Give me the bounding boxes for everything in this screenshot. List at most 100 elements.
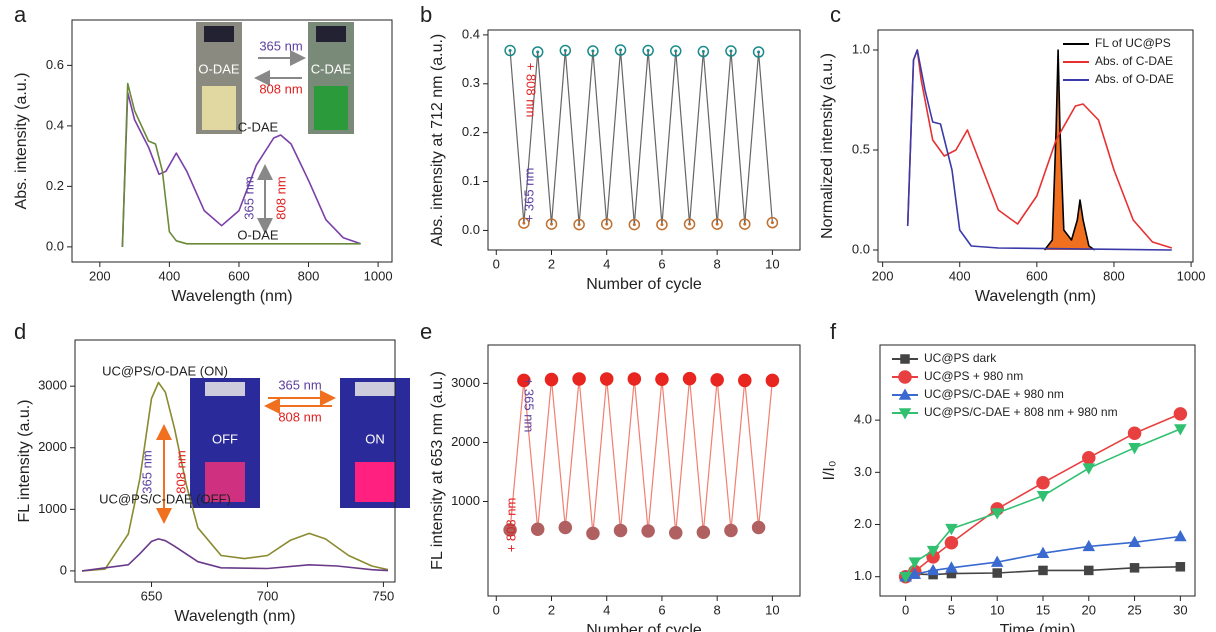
- marker: [1082, 539, 1096, 552]
- marker: [573, 218, 585, 231]
- series-line: [81, 381, 389, 572]
- panel-label: a: [14, 2, 27, 27]
- marker-dot: [729, 49, 733, 53]
- x-tick-label: 1000: [364, 268, 393, 283]
- series-line: [1043, 49, 1096, 251]
- x-tick-label: 0: [493, 602, 500, 617]
- marker: [627, 372, 642, 386]
- panel-label: d: [14, 319, 26, 344]
- x-tick-label: 30: [1173, 602, 1187, 617]
- marker: [614, 44, 627, 56]
- x-tick-label: 600: [1026, 268, 1048, 283]
- x-tick-label: 10: [765, 256, 779, 271]
- marker: [628, 218, 641, 231]
- annotation: ON: [365, 431, 385, 446]
- marker: [990, 508, 1004, 520]
- legend-label: Abs. of O-DAE: [1095, 72, 1174, 86]
- marker: [599, 372, 614, 386]
- x-axis-title: Number of cycle: [586, 622, 702, 632]
- marker: [1173, 407, 1188, 421]
- marker: [766, 216, 779, 229]
- marker: [656, 218, 668, 231]
- y-tick-label: 0.0: [852, 241, 870, 256]
- x-tick-label: 200: [872, 268, 894, 283]
- marker: [899, 571, 912, 584]
- x-tick-label: 15: [1036, 602, 1050, 617]
- connector: [578, 378, 594, 534]
- connector: [564, 378, 580, 528]
- annotation: O-DAE: [198, 61, 240, 76]
- marker-dot: [577, 223, 581, 227]
- connector: [661, 379, 677, 533]
- y-tick-label: 0.0: [46, 238, 64, 253]
- y-axis-title: I/I₀: [821, 461, 838, 481]
- connector: [619, 378, 635, 531]
- connector: [578, 50, 594, 225]
- marker: [944, 536, 959, 550]
- marker-dot: [688, 222, 692, 226]
- annotation: + 365 nm: [521, 168, 536, 223]
- vials-d: [156, 378, 410, 524]
- x-tick-label: 6: [658, 256, 665, 271]
- connector: [675, 50, 691, 225]
- connector: [606, 378, 622, 531]
- y-tick-label: 4.0: [854, 412, 872, 427]
- marker-dot: [536, 50, 540, 54]
- marker: [926, 563, 940, 576]
- marker: [517, 373, 531, 388]
- connector: [702, 51, 718, 225]
- connector: [730, 50, 746, 225]
- legend-label: Abs. of C-DAE: [1095, 54, 1173, 68]
- marker-dot: [522, 221, 526, 225]
- marker: [670, 45, 682, 57]
- x-axis-title: Wavelength (nm): [171, 288, 292, 305]
- marker-dot: [619, 48, 623, 52]
- connector: [619, 49, 635, 225]
- marker: [600, 218, 613, 230]
- series-line: [121, 91, 361, 247]
- marker: [586, 526, 600, 541]
- x-tick-label: 0: [902, 602, 909, 617]
- series-line: [121, 82, 361, 247]
- x-axis-title: Wavelength (nm): [975, 288, 1096, 305]
- x-tick-label: 5: [948, 602, 955, 617]
- x-tick-label: 400: [159, 268, 181, 283]
- x-tick-label: 800: [1103, 268, 1125, 283]
- y-axis-title: Normalized intensity (a.u.): [819, 53, 836, 239]
- marker-dot: [563, 49, 567, 53]
- connector: [716, 379, 732, 531]
- y-tick-label: 3000: [451, 375, 480, 390]
- connector: [661, 50, 677, 225]
- marker: [1082, 450, 1096, 465]
- y-tick-label: 1.0: [854, 568, 872, 583]
- marker: [1036, 491, 1050, 503]
- marker: [613, 523, 628, 538]
- x-tick-label: 800: [298, 268, 320, 283]
- series-label: O-DAE: [237, 227, 279, 242]
- series-label: C-DAE: [238, 119, 279, 134]
- panel-label: e: [420, 319, 432, 344]
- marker: [1084, 565, 1094, 576]
- y-axis-title: FL intensity at 653 nm (a.u.): [429, 371, 446, 570]
- marker: [518, 217, 530, 229]
- connector: [633, 50, 649, 225]
- marker: [531, 46, 544, 58]
- y-tick-label: 1000: [38, 501, 67, 516]
- series-label: UC@PS/O-DAE (ON): [102, 363, 228, 378]
- marker: [765, 373, 780, 388]
- panel-label: c: [830, 2, 841, 27]
- legend-label: UC@PS/C-DAE + 808 nm + 980 nm: [924, 405, 1118, 419]
- marker: [738, 373, 752, 388]
- x-tick-label: 25: [1127, 602, 1141, 617]
- marker: [503, 523, 517, 537]
- marker: [1174, 424, 1187, 436]
- annotation: 365 nm: [278, 377, 321, 392]
- y-tick-label: 2000: [38, 439, 67, 454]
- marker: [683, 218, 696, 230]
- x-tick-label: 2: [548, 602, 555, 617]
- panel-label: b: [420, 2, 432, 27]
- connector: [702, 379, 718, 533]
- legend-label: FL of UC@PS: [1095, 36, 1171, 50]
- y-axis-title: FL intensity (a.u.): [16, 399, 33, 522]
- y-tick-label: 1.0: [852, 41, 870, 56]
